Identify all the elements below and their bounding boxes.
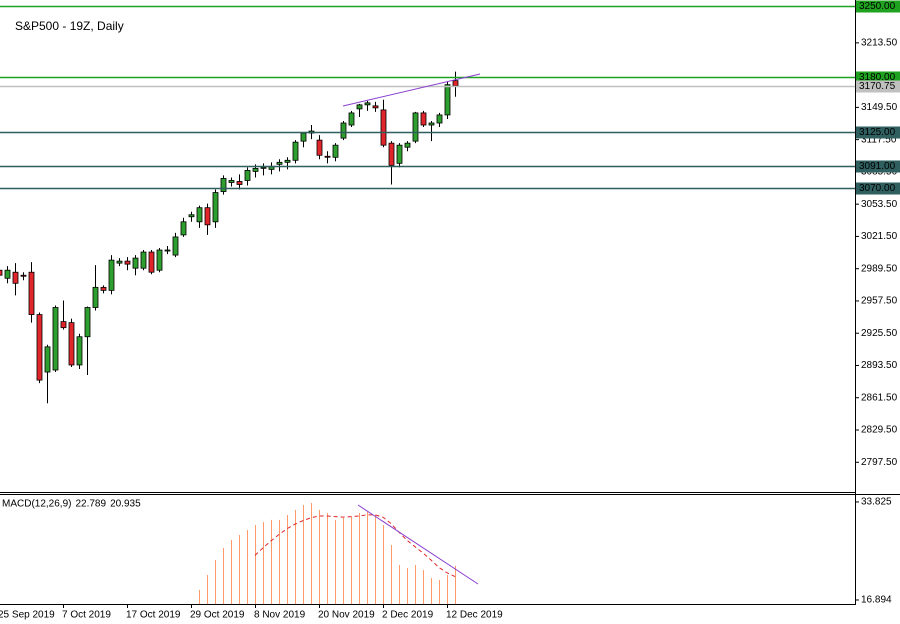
trend-line xyxy=(357,504,479,585)
candle-body xyxy=(452,80,459,87)
x-tick-label: 8 Nov 2019 xyxy=(254,610,306,621)
level-label: 3091.00 xyxy=(859,161,896,172)
candle-body xyxy=(324,155,331,158)
y-tick-label: 3213.50 xyxy=(861,37,898,48)
candle-body xyxy=(212,192,219,223)
y-tick-label: 2861.50 xyxy=(861,392,898,403)
y-tick-label: 3053.50 xyxy=(861,199,898,210)
candle-body xyxy=(92,286,99,308)
y-tick-label: 2925.50 xyxy=(861,328,898,339)
candle-body xyxy=(84,307,91,338)
candle-body xyxy=(404,142,411,148)
y-tick-label: 2829.50 xyxy=(861,425,898,436)
chart-title: S&P500 - 19Z, Daily xyxy=(15,19,124,33)
candle-body xyxy=(204,207,211,226)
level-label-box xyxy=(856,126,900,139)
candle-body xyxy=(164,249,171,252)
candle-body xyxy=(356,104,363,110)
candle-body xyxy=(180,221,187,236)
candle-body xyxy=(276,161,283,165)
trend-line xyxy=(342,73,481,107)
y-tick-label: 3149.50 xyxy=(861,102,898,113)
indicator-value: 20.935 xyxy=(110,499,141,510)
candle-body xyxy=(364,102,371,106)
candle-body xyxy=(100,286,107,291)
candle-body xyxy=(52,307,59,371)
signal-line xyxy=(254,514,456,578)
candle-body xyxy=(188,214,195,218)
candle-body xyxy=(124,260,131,265)
y-tick-label: 3021.50 xyxy=(861,231,898,242)
candle-body xyxy=(36,314,43,381)
candle-body xyxy=(60,321,67,329)
candle-body xyxy=(292,141,299,161)
candle-body xyxy=(348,112,355,126)
candle-body xyxy=(340,122,347,139)
y-tick-label: 2797.50 xyxy=(861,457,898,468)
candle-body xyxy=(372,105,379,109)
x-tick-label: 29 Oct 2019 xyxy=(190,610,245,621)
candle-body xyxy=(20,274,27,277)
candle-body xyxy=(420,112,427,126)
candle-body xyxy=(28,271,35,315)
candle-body xyxy=(196,207,203,223)
level-label-box xyxy=(856,182,900,195)
candle-body xyxy=(12,271,19,284)
candle-body xyxy=(116,260,123,264)
candle-body xyxy=(4,269,11,279)
candle-body xyxy=(68,322,75,366)
candle-body xyxy=(0,269,3,276)
indicator-label: MACD(12,26,9) 22.789 20.935 xyxy=(2,499,141,510)
indicator-value: 22.789 xyxy=(75,499,106,510)
candle-body xyxy=(236,181,243,185)
indicator-name: MACD(12,26,9) xyxy=(2,499,71,510)
level-label: 3250.00 xyxy=(859,1,896,12)
candle-body xyxy=(108,259,115,291)
candle-body xyxy=(148,251,155,273)
level-label: 3070.00 xyxy=(859,183,896,194)
candle-body xyxy=(284,159,291,163)
candle-body xyxy=(172,236,179,256)
candle-body xyxy=(380,109,387,146)
y-tick-label: 33.825 xyxy=(861,497,892,508)
candle-body xyxy=(300,132,307,142)
y-tick-label: 16.894 xyxy=(861,595,892,606)
level-label-box xyxy=(856,160,900,173)
candle-body xyxy=(132,257,139,269)
candle-body xyxy=(428,122,435,126)
candle-body xyxy=(444,84,451,116)
x-tick-label: 12 Dec 2019 xyxy=(446,610,503,621)
candle-body xyxy=(156,249,163,271)
candle-body xyxy=(252,167,259,172)
level-label: 3170.75 xyxy=(859,81,896,92)
x-tick-label: 7 Oct 2019 xyxy=(62,610,111,621)
candle-body xyxy=(220,178,227,192)
candle-body xyxy=(76,336,83,366)
level-label: 3125.00 xyxy=(859,127,896,138)
y-tick-label: 2957.50 xyxy=(861,296,898,307)
candle-body xyxy=(332,144,339,158)
candle-body xyxy=(244,169,251,181)
level-label-box xyxy=(856,80,900,93)
candle-body xyxy=(436,114,443,124)
candle-body xyxy=(228,180,235,183)
y-tick-label: 2893.50 xyxy=(861,360,898,371)
x-tick-label: 2 Dec 2019 xyxy=(382,610,434,621)
level-label-box xyxy=(856,0,900,13)
level-label: 3180.00 xyxy=(859,72,896,83)
x-tick-label: 20 Nov 2019 xyxy=(318,610,375,621)
candle-body xyxy=(388,142,395,166)
candle-body xyxy=(316,139,323,156)
candle-body xyxy=(140,251,147,269)
candle-body xyxy=(44,346,51,373)
candle-body xyxy=(260,166,267,169)
x-tick-label: 25 Sep 2019 xyxy=(0,610,55,621)
candle-body xyxy=(396,144,403,164)
y-tick-label: 3117.50 xyxy=(861,134,897,145)
y-tick-label: 2989.50 xyxy=(861,263,898,274)
x-tick-label: 17 Oct 2019 xyxy=(126,610,181,621)
candle-body xyxy=(412,112,419,142)
